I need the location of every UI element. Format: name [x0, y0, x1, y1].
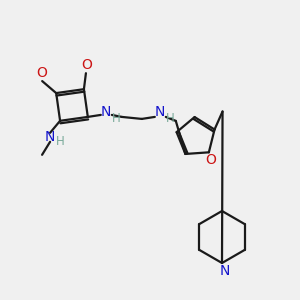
Text: N: N [220, 264, 230, 278]
Text: O: O [36, 66, 46, 80]
Text: H: H [111, 112, 120, 125]
Text: O: O [82, 58, 92, 72]
Text: N: N [154, 105, 165, 119]
Text: O: O [206, 153, 216, 167]
Text: N: N [100, 105, 111, 119]
Text: N: N [45, 130, 55, 144]
Text: H: H [56, 135, 64, 148]
Text: H: H [165, 112, 174, 125]
